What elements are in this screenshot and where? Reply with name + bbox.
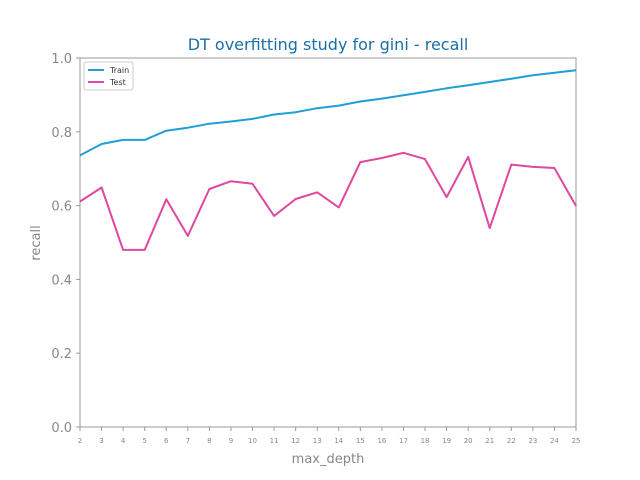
x-tick-label: 24 [550,437,559,445]
plot-frame [79,57,577,428]
y-tick-label: 0.2 [51,347,72,362]
series-line-train [79,69,577,157]
chart-title: DT overfitting study for gini - recall [188,35,469,54]
y-tick-label: 0.4 [51,273,72,288]
x-tick-label: 18 [421,437,430,445]
x-tick-label: 21 [485,437,494,445]
legend-label-test: Test [109,78,126,87]
x-tick-label: 11 [270,437,279,445]
x-tick-label: 3 [99,437,103,445]
x-tick-label: 2 [78,437,82,445]
x-tick-label: 10 [248,437,257,445]
y-tick-label: 0.8 [51,126,72,141]
x-tick-label: 6 [164,437,169,445]
x-tick-label: 20 [464,437,473,445]
x-tick-label: 9 [229,437,233,445]
series-line-test [79,151,577,251]
x-axis: 2 3 4 5 6 7 8 9 10 11 12 13 14 15 16 17 18 19 20 21 22 23 24 25 [78,427,581,445]
x-axis-label: max_depth [292,452,365,467]
legend: Train Test [83,61,134,91]
x-tick-label: 7 [186,437,190,445]
x-tick-label: 15 [356,437,365,445]
x-tick-label: 25 [572,437,581,445]
x-tick-label: 22 [507,437,516,445]
x-tick-label: 4 [121,437,126,445]
x-tick-label: 23 [528,437,537,445]
plot-area [79,57,577,428]
y-axis-label: recall [29,225,44,260]
y-tick-label: 0.0 [51,421,72,436]
series-layer [79,69,577,251]
x-tick-label: 12 [291,437,300,445]
x-tick-label: 17 [399,437,408,445]
x-tick-label: 5 [142,437,146,445]
y-tick-label: 1.0 [51,52,72,67]
x-tick-label: 19 [442,437,451,445]
y-axis: 0.0 0.2 0.4 0.6 0.8 1.0 [51,52,80,436]
x-tick-label: 8 [207,437,211,445]
y-tick-label: 0.6 [51,200,72,215]
x-tick-label: 13 [313,437,322,445]
x-tick-label: 14 [334,437,343,445]
x-tick-label: 16 [377,437,386,445]
legend-label-train: Train [109,66,129,75]
